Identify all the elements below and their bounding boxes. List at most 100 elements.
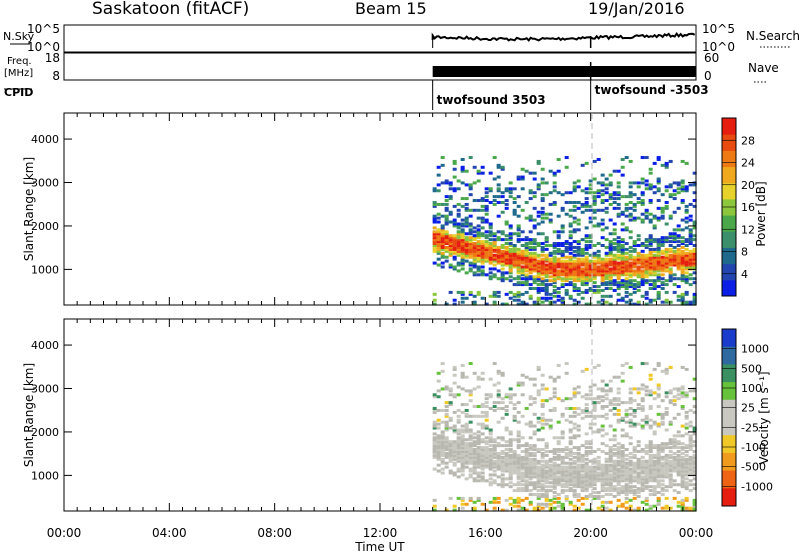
power-cell (684, 204, 689, 208)
power-cell (520, 251, 525, 255)
power-cell (516, 298, 521, 302)
power-cell (472, 265, 477, 269)
velocity-cell (680, 500, 685, 504)
velocity-cell (464, 414, 469, 418)
power-cell (668, 261, 673, 265)
velocity-cell (612, 399, 617, 403)
velocity-cell (680, 365, 685, 369)
velocity-cell (584, 414, 589, 418)
power-cell (636, 259, 641, 263)
velocity-cell (504, 448, 509, 452)
power-cell (580, 267, 585, 271)
velocity-cell (500, 371, 505, 375)
power-cell (620, 296, 625, 300)
velocity-cell (516, 471, 521, 475)
power-cell (692, 191, 697, 195)
velocity-cell (508, 481, 513, 485)
power-cell (468, 253, 473, 257)
power-cell (488, 294, 493, 298)
velocity-cell (604, 471, 609, 475)
power-cell (568, 296, 573, 300)
velocity-cell (616, 467, 621, 471)
power-cell (560, 251, 565, 255)
power-cell (680, 253, 685, 257)
power-cell (596, 195, 601, 199)
power-cell (572, 283, 577, 287)
velocity-cell (668, 446, 673, 450)
power-cell (676, 236, 681, 240)
velocity-cell (572, 477, 577, 481)
power-cell (564, 191, 569, 195)
power-cell (672, 189, 677, 193)
velocity-cell (672, 465, 677, 469)
power-cell (648, 218, 653, 222)
power-cell (628, 285, 633, 289)
power-cell (476, 236, 481, 240)
power-cell (480, 197, 485, 201)
power-cell (648, 283, 653, 287)
velocity-cell (612, 469, 617, 473)
velocity-cell (688, 448, 693, 452)
velocity-cell (604, 469, 609, 473)
velocity-cell (596, 477, 601, 481)
velocity-cell (528, 436, 533, 440)
velocity-cell (572, 451, 577, 455)
velocity-cell (648, 473, 653, 477)
power-cell (516, 257, 521, 261)
power-cell (612, 269, 617, 273)
power-cell (688, 277, 693, 281)
velocity-cell (624, 434, 629, 438)
power-cell (584, 267, 589, 271)
velocity-cell (440, 436, 445, 440)
power-cell (660, 261, 665, 265)
velocity-cell (524, 457, 529, 461)
power-cell (524, 251, 529, 255)
power-cell (460, 242, 465, 246)
velocity-cell (460, 502, 465, 506)
power-cell (576, 300, 581, 304)
velocity-cell (440, 459, 445, 463)
velocity-cell (460, 449, 465, 453)
velocity-cell (668, 422, 673, 426)
power-cell (616, 193, 621, 197)
velocity-cell (504, 426, 509, 430)
velocity-cell (660, 465, 665, 469)
power-cell (472, 199, 477, 203)
power-cell (488, 267, 493, 271)
velocity-cell (624, 467, 629, 471)
velocity-cell (568, 471, 573, 475)
power-cell (684, 161, 689, 165)
power-cell (628, 191, 633, 195)
power-cell (620, 298, 625, 302)
power-cell (524, 169, 529, 173)
freq-label-line2: [MHz] (4, 68, 33, 79)
power-cell (516, 232, 521, 236)
power-cell (516, 204, 521, 208)
power-cell (680, 269, 685, 273)
velocity-cell (524, 448, 529, 452)
power-cell (560, 243, 565, 247)
velocity-cell (648, 477, 653, 481)
power-cell (528, 271, 533, 275)
velocity-cell (488, 481, 493, 485)
velocity-data (432, 362, 697, 512)
power-cell (620, 253, 625, 257)
power-cell (600, 259, 605, 263)
power-cell (500, 210, 505, 214)
velocity-cell (552, 469, 557, 473)
velocity-cell (620, 455, 625, 459)
velocity-cell (620, 469, 625, 473)
power-cell (640, 277, 645, 281)
power-cell (648, 236, 653, 240)
power-cell (692, 261, 697, 265)
power-cell (552, 263, 557, 267)
power-cell (576, 240, 581, 244)
power-cell (676, 243, 681, 247)
velocity-cell (580, 463, 585, 467)
power-cell (552, 261, 557, 265)
nsearch-label: N.Search (746, 29, 800, 43)
power-cell (540, 212, 545, 216)
power-cell (576, 257, 581, 261)
power-cell (436, 263, 441, 267)
velocity-cell (648, 485, 653, 489)
